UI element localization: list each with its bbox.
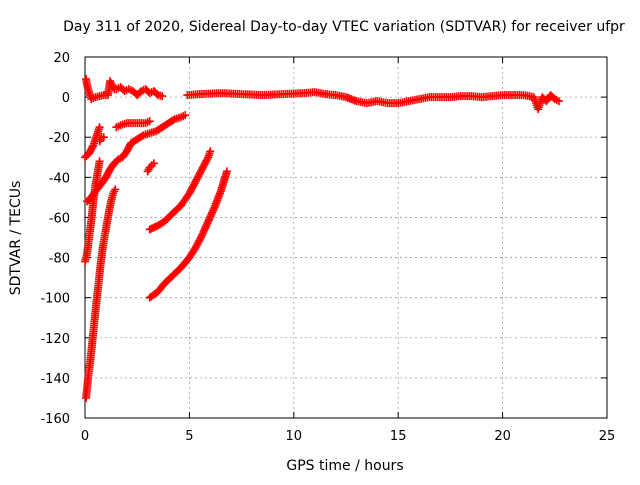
data-series — [143, 159, 158, 176]
y-tick-label: -140 — [40, 372, 70, 387]
y-tick-label: 20 — [53, 51, 70, 66]
data-series — [81, 157, 104, 266]
chart-title: Day 311 of 2020, Sidereal Day-to-day VTE… — [63, 19, 625, 35]
data-point — [111, 185, 120, 194]
x-tick-label: 15 — [390, 429, 407, 444]
data-point — [149, 159, 158, 168]
x-tick-label: 20 — [494, 429, 511, 444]
data-point — [99, 133, 108, 142]
data-points-layer — [81, 75, 563, 402]
data-series — [145, 147, 215, 234]
y-tick-label: -160 — [40, 412, 70, 427]
data-series — [183, 88, 563, 114]
y-tick-label: -60 — [49, 211, 70, 226]
data-series — [112, 117, 154, 132]
data-point — [181, 111, 190, 120]
grid-layer — [85, 57, 607, 418]
y-axis-label: SDTVAR / TECUs — [8, 181, 24, 296]
x-axis-label: GPS time / hours — [286, 458, 403, 474]
plot-frame — [84, 56, 608, 419]
tick-layer — [84, 56, 608, 419]
x-tick-label: 25 — [599, 429, 616, 444]
y-tick-label: -80 — [49, 252, 70, 267]
y-tick-label: 0 — [62, 91, 70, 106]
y-tick-label: -20 — [49, 131, 70, 146]
data-series — [145, 167, 231, 302]
data-point — [554, 97, 563, 106]
data-point — [95, 123, 104, 132]
data-series — [82, 75, 167, 104]
y-tick-labels: -160 -140 -120 -100 -80 -60 -40 -20 0 20 — [40, 51, 70, 427]
data-series — [82, 185, 120, 402]
data-point — [95, 157, 104, 166]
data-series — [81, 123, 104, 162]
y-tick-label: -120 — [40, 332, 70, 347]
y-tick-label: -40 — [49, 171, 70, 186]
x-tick-label: 0 — [81, 429, 89, 444]
data-point — [145, 117, 154, 126]
data-point — [222, 167, 231, 176]
data-series — [95, 133, 108, 146]
x-tick-label: 5 — [185, 429, 193, 444]
x-tick-labels: 0 5 10 15 20 25 — [81, 429, 615, 444]
data-point — [206, 147, 215, 156]
data-point — [158, 92, 167, 101]
x-tick-label: 10 — [286, 429, 303, 444]
y-tick-label: -100 — [40, 292, 70, 307]
